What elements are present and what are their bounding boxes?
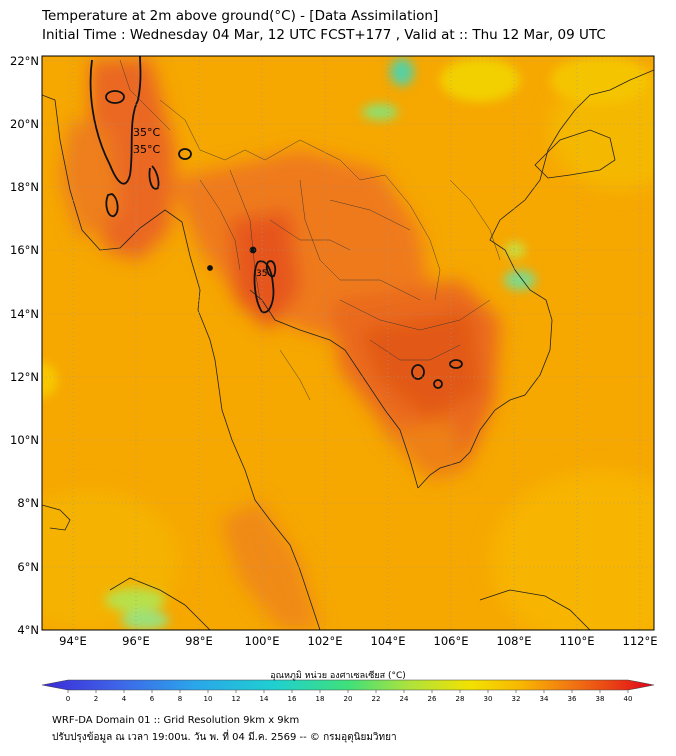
colorbar-tick-label: 40 (624, 695, 633, 703)
colorbar-tick-label: 4 (122, 695, 127, 703)
colorbar-tick-label: 10 (204, 695, 213, 703)
colorbar-tick-label: 38 (596, 695, 605, 703)
colorbar-tick-label: 16 (288, 695, 297, 703)
lat-tick-label: 20°N (10, 117, 39, 131)
lon-tick-label: 96°E (122, 634, 150, 648)
colorbar-ticks: 0 2 4 6 8 10 12 14 16 18 20 22 24 26 28 30 32 34 36 38 40 (66, 690, 633, 703)
province-borders (119, 59, 501, 401)
contour-label: 35 (256, 269, 267, 279)
lon-tick-label: 110°E (560, 634, 595, 648)
colorbar-tick-label: 14 (260, 695, 269, 703)
colorbar-tick-label: 12 (232, 695, 241, 703)
lat-tick-label: 8°N (17, 496, 39, 510)
lon-tick-label: 98°E (185, 634, 213, 648)
lat-tick-label: 18°N (10, 180, 39, 194)
lat-tick-label: 22°N (10, 54, 39, 68)
colorbar-tick-label: 8 (178, 695, 182, 703)
lat-tick-label: 4°N (17, 623, 39, 637)
map-subtitle: Initial Time : Wednesday 04 Mar, 12 UTC … (42, 27, 606, 43)
colorbar-tick-label: 2 (94, 695, 98, 703)
footer-update-info: ปรับปรุงข้อมูล ณ เวลา 19:00น. วัน พ. ที่… (52, 732, 397, 743)
colorbar-tick-label: 34 (540, 695, 549, 703)
contour-label: 35°C (133, 143, 160, 156)
colorbar-tick-label: 36 (568, 695, 577, 703)
lon-tick-label: 108°E (497, 634, 532, 648)
colorbar-label: อุณหภูมิ หน่วย องศาเซลเซียส (°C) (270, 671, 406, 681)
lon-tick-label: 102°E (308, 634, 343, 648)
colorbar-tick-label: 18 (316, 695, 325, 703)
lat-tick-label: 14°N (10, 307, 39, 321)
colorbar-tick-label: 24 (400, 695, 409, 703)
colorbar-tick-label: 20 (344, 695, 353, 703)
colorbar: 0 2 4 6 8 10 12 14 16 18 20 22 24 26 28 30 32 34 36 38 40 (41, 679, 655, 703)
lon-tick-label: 100°E (245, 634, 280, 648)
lat-tick-label: 12°N (10, 370, 39, 384)
lat-tick-label: 10°N (10, 433, 39, 447)
lon-tick-label: 106°E (434, 634, 469, 648)
colorbar-tick-label: 26 (428, 695, 437, 703)
colorbar-tick-label: 6 (150, 695, 155, 703)
lon-axis: 94°E 96°E 98°E 100°E 102°E 104°E 106°E 1… (59, 634, 657, 648)
colorbar-tick-label: 28 (456, 695, 465, 703)
lon-tick-label: 112°E (623, 634, 658, 648)
contour-label: 35°C (133, 126, 160, 139)
temperature-field: 35°C 35°C 35 (42, 56, 654, 630)
colorbar-tick-label: 32 (512, 695, 521, 703)
map-title: Temperature at 2m above ground(°C) - [Da… (42, 8, 439, 24)
lat-axis: 22°N 20°N 18°N 16°N 14°N 12°N 10°N 8°N 6… (10, 54, 39, 637)
map-frame (41, 55, 655, 631)
colorbar-tick-label: 22 (372, 695, 381, 703)
contour-35c (89, 56, 463, 389)
lon-tick-label: 94°E (59, 634, 87, 648)
lat-tick-label: 16°N (10, 243, 39, 257)
lon-tick-label: 104°E (371, 634, 406, 648)
footer-model-info: WRF-DA Domain 01 :: Grid Resolution 9km … (52, 715, 300, 726)
lat-tick-label: 6°N (17, 560, 39, 574)
colorbar-tick-label: 30 (484, 695, 493, 703)
colorbar-tick-label: 0 (66, 695, 70, 703)
